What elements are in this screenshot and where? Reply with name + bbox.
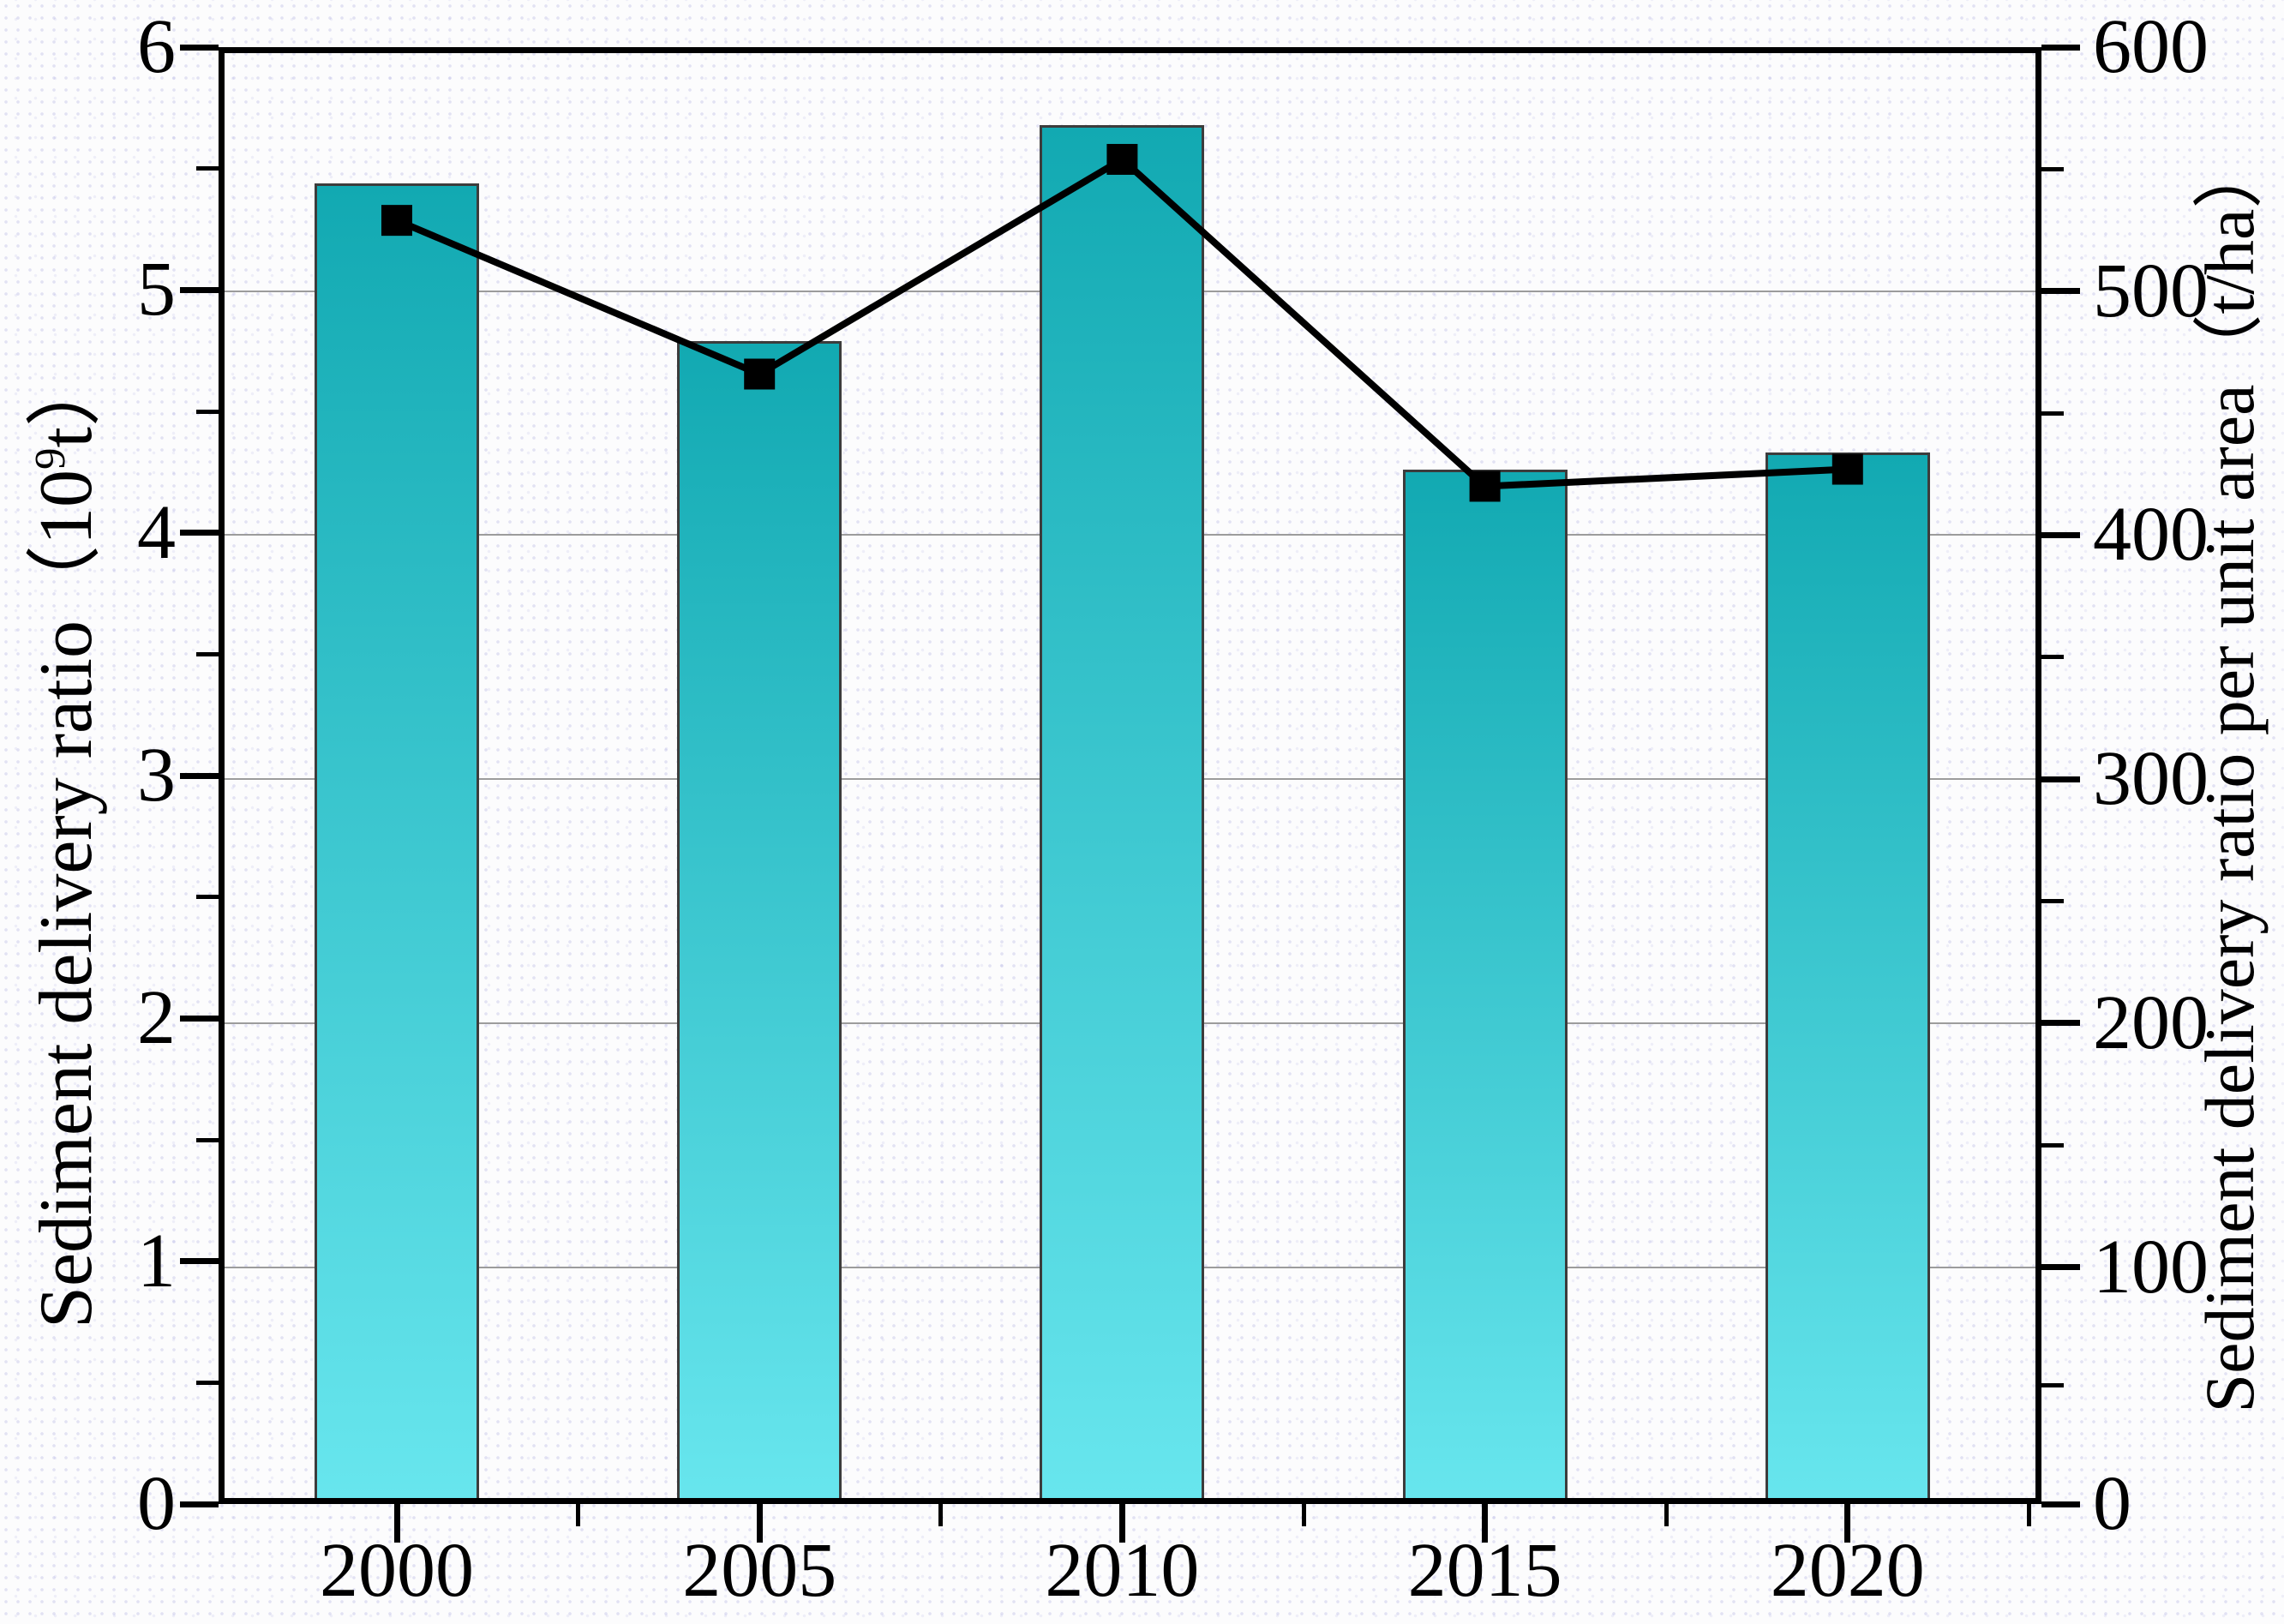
left-axis-title-text: Sediment delivery ratio（10 xyxy=(25,469,108,1328)
x-axis-major-tick-2010 xyxy=(1118,1504,1125,1543)
left-axis-major-tick xyxy=(180,1258,219,1265)
left-axis-major-tick xyxy=(180,44,219,51)
x-axis-minor-tick xyxy=(2026,1504,2031,1526)
right-axis-minor-tick xyxy=(2041,166,2064,171)
right-axis-title: Sediment delivery ratio per unit area（t/… xyxy=(2191,138,2269,1413)
right-axis-major-tick xyxy=(2041,1501,2080,1507)
x-axis-tick-label-2020: 2020 xyxy=(1770,1528,1925,1613)
left-axis-tick-label-0: 0 xyxy=(137,1461,176,1546)
x-axis-major-tick-2015 xyxy=(1482,1504,1489,1543)
right-axis-major-tick xyxy=(2041,44,2080,51)
x-axis-major-tick-2000 xyxy=(393,1504,400,1543)
right-axis-tick-label-500: 500 xyxy=(2093,248,2209,333)
x-axis-major-tick-2005 xyxy=(756,1504,763,1543)
x-axis-tick-label-2010: 2010 xyxy=(1045,1528,1200,1613)
left-axis-tick-label-4: 4 xyxy=(137,489,176,575)
left-axis-minor-tick xyxy=(196,409,219,414)
left-axis-title-unit: t） xyxy=(25,351,108,448)
bar-2010 xyxy=(1040,124,1205,1504)
left-axis-minor-tick xyxy=(196,895,219,900)
left-axis-title-superscript: 9 xyxy=(27,447,75,470)
x-axis-minor-tick xyxy=(576,1504,581,1526)
bar-2000 xyxy=(315,183,479,1504)
bar-2020 xyxy=(1765,452,1930,1504)
left-axis-tick-label-6: 6 xyxy=(137,4,176,89)
left-axis-major-tick xyxy=(180,530,219,536)
left-axis-minor-tick xyxy=(196,651,219,656)
x-axis-minor-tick xyxy=(938,1504,944,1526)
left-axis-title: Sediment delivery ratio（109t） xyxy=(25,351,108,1328)
right-axis-tick-label-200: 200 xyxy=(2093,980,2209,1065)
x-axis-tick-label-2005: 2005 xyxy=(682,1528,837,1613)
right-axis-major-tick xyxy=(2041,776,2080,782)
left-axis-major-tick xyxy=(180,286,219,293)
left-axis-major-tick xyxy=(180,1015,219,1022)
right-axis-major-tick xyxy=(2041,1020,2080,1027)
right-axis-minor-tick xyxy=(2041,1383,2064,1388)
bar-2015 xyxy=(1402,470,1568,1504)
right-axis-tick-label-300: 300 xyxy=(2093,736,2209,822)
left-axis-tick-label-5: 5 xyxy=(137,247,176,333)
right-axis-minor-tick xyxy=(2041,410,2064,416)
x-axis-tick-label-2015: 2015 xyxy=(1407,1528,1562,1613)
left-axis-minor-tick xyxy=(196,166,219,171)
right-axis-major-tick xyxy=(2041,1264,2080,1270)
left-axis-major-tick xyxy=(180,772,219,779)
left-axis-tick-label-2: 2 xyxy=(137,975,176,1061)
x-axis-minor-tick xyxy=(1664,1504,1669,1526)
left-axis-tick-label-1: 1 xyxy=(137,1218,176,1303)
x-axis-minor-tick xyxy=(1301,1504,1306,1526)
left-axis-minor-tick xyxy=(196,1380,219,1385)
right-axis-major-tick xyxy=(2041,288,2080,295)
left-axis-minor-tick xyxy=(196,1137,219,1142)
x-axis-major-tick-2020 xyxy=(1844,1504,1851,1543)
right-axis-tick-label-600: 600 xyxy=(2093,4,2209,89)
left-axis-tick-label-3: 3 xyxy=(137,733,176,818)
right-axis-minor-tick xyxy=(2041,655,2064,660)
bar-2005 xyxy=(677,340,842,1504)
right-axis-minor-tick xyxy=(2041,1142,2064,1148)
right-axis-tick-label-100: 100 xyxy=(2093,1224,2209,1309)
right-axis-tick-label-400: 400 xyxy=(2093,492,2209,578)
right-axis-minor-tick xyxy=(2041,898,2064,903)
left-axis-major-tick xyxy=(180,1501,219,1507)
right-axis-major-tick xyxy=(2041,531,2080,538)
x-axis-tick-label-2000: 2000 xyxy=(320,1528,474,1613)
right-axis-tick-label-0: 0 xyxy=(2093,1461,2131,1546)
